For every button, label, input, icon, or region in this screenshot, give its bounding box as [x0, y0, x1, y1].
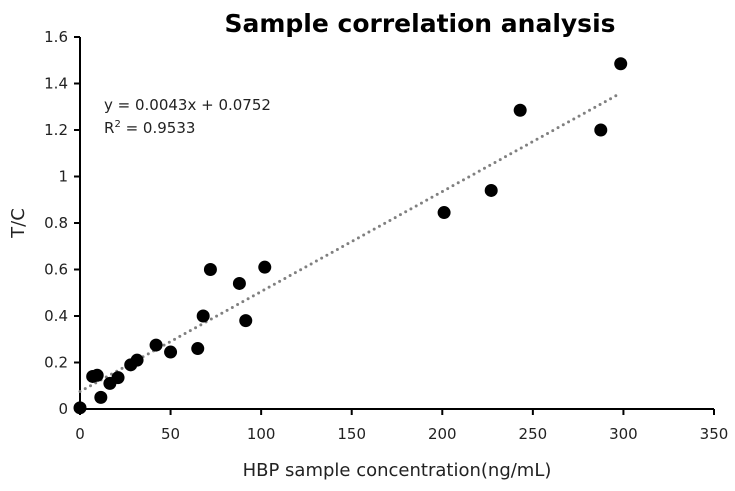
y-tick-label: 0.2 [44, 354, 68, 372]
data-point [484, 183, 498, 197]
data-point [149, 338, 163, 352]
x-tick-label: 250 [519, 425, 548, 443]
data-point [164, 345, 178, 359]
x-tick-label: 350 [700, 425, 729, 443]
y-tick-label: 0.4 [44, 307, 68, 325]
x-tick-label: 100 [247, 425, 276, 443]
data-point [594, 123, 608, 137]
trendline [78, 92, 622, 394]
data-point [258, 260, 272, 274]
data-point [239, 314, 253, 328]
x-axis-label: HBP sample concentration(ng/mL) [243, 460, 552, 481]
x-tick-label: 300 [609, 425, 638, 443]
y-tick-label: 0.8 [44, 214, 68, 232]
data-point [513, 103, 527, 117]
r2-value: = 0.9533 [121, 119, 196, 137]
axes: 0 50 100 150 200 250 300 350 0 0.2 0.4 0.6 0.8 1 1.2 1.… [44, 28, 728, 443]
y-tick-label: 1.2 [44, 121, 68, 139]
data-point [111, 371, 125, 385]
data-point [203, 263, 217, 276]
y-tick-label: 0.6 [44, 261, 68, 279]
y-tick-label: 1.6 [44, 28, 68, 46]
data-point [94, 390, 108, 404]
x-tick-label: 50 [161, 425, 180, 443]
y-axis-label: T/C [8, 208, 29, 239]
y-tick-label: 1.4 [44, 75, 68, 93]
data-point [73, 401, 87, 415]
chart-title: Sample correlation analysis [224, 9, 615, 38]
trendline-equation: y = 0.0043x + 0.0752 [104, 96, 271, 114]
data-point [437, 206, 451, 220]
points-group [73, 57, 628, 415]
data-point [196, 309, 210, 323]
x-tick-label: 200 [428, 425, 457, 443]
x-tick-label: 0 [75, 425, 85, 443]
data-point [232, 276, 246, 290]
data-point [130, 353, 144, 367]
r2-prefix: R [104, 119, 114, 137]
data-point [90, 368, 104, 382]
r-squared-label: R2 = 0.9533 [104, 119, 195, 137]
y-tick-label: 1 [58, 168, 68, 186]
data-point [191, 342, 205, 356]
x-tick-label: 150 [337, 425, 366, 443]
y-tick-label: 0 [58, 400, 68, 418]
data-point [614, 57, 628, 71]
r2-superscript: 2 [114, 119, 120, 130]
trendline-group [78, 92, 622, 394]
